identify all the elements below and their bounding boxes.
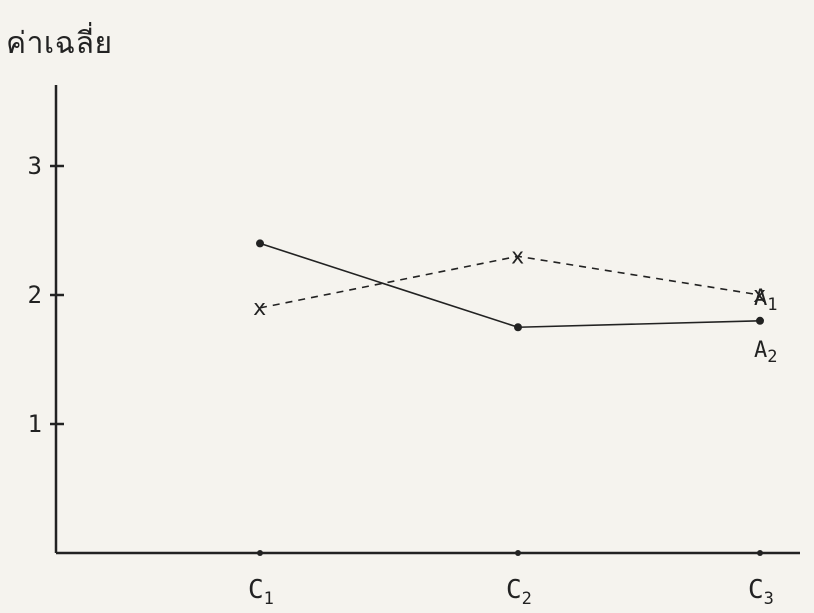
series-label-a2: A2 (754, 338, 778, 367)
x-tick-c1 (257, 550, 263, 556)
series-line-a1 (259, 255, 761, 309)
y-tick-label-1: 1 (28, 410, 42, 438)
y-tick-label-2: 2 (28, 281, 42, 309)
series-label-a1: A1 (754, 286, 778, 315)
y-axis-label: ค่าเฉลี่ย (6, 26, 113, 61)
data-point-a2-c2 (514, 323, 522, 332)
data-point-a1-c3: x (753, 283, 766, 308)
data-point-a1-c1: x (253, 296, 266, 321)
x-tick-label-c1: C1 (248, 575, 274, 609)
data-point-a1-c2: x (511, 244, 524, 269)
data-point-a2-c3 (756, 316, 764, 325)
series-line-a2 (259, 242, 761, 329)
x-tick-c2 (515, 550, 521, 556)
x-tick-label-c3: C3 (748, 575, 774, 609)
x-tick-c3 (757, 550, 763, 556)
data-point-a2-c1 (256, 239, 264, 248)
x-tick-label-c2: C2 (506, 575, 532, 609)
y-tick-label-3: 3 (28, 152, 42, 180)
